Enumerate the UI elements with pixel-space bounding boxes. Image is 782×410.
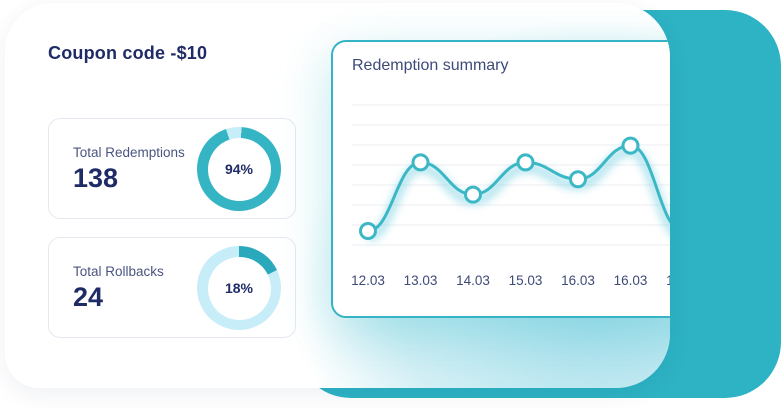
x-axis-label: 16.03 — [561, 273, 595, 288]
redemption-line-chart: 12.03 13.03 14.03 15.03 16.03 16.03 16.03 — [351, 104, 670, 288]
x-axis-labels: 12.03 13.03 14.03 15.03 16.03 16.03 16.03 — [351, 273, 670, 288]
x-axis-label: 15.03 — [509, 273, 543, 288]
redemptions-donut-chart: 94% — [197, 127, 281, 211]
stat-label: Total Redemptions — [73, 145, 185, 160]
donut-hole: 18% — [207, 256, 271, 320]
data-point-marker — [359, 222, 377, 240]
rollbacks-donut-chart: 18% — [197, 246, 281, 330]
stat-value: 138 — [73, 163, 119, 193]
x-axis-label: 16.03 — [666, 273, 670, 288]
x-axis-label: 14.03 — [456, 273, 490, 288]
total-rollbacks-card: Total Rollbacks 24 18% — [48, 237, 296, 338]
x-axis-label: 12.03 — [351, 273, 385, 288]
data-point-marker — [621, 136, 640, 155]
chart-markers — [359, 136, 640, 240]
stat-label: Total Rollbacks — [73, 264, 164, 279]
x-axis-label: 13.03 — [404, 273, 438, 288]
total-redemptions-card: Total Redemptions 138 94% — [48, 118, 296, 219]
page-title: Coupon code -$10 — [48, 43, 208, 63]
donut-percent-label: 18% — [224, 280, 254, 296]
donut-hole: 94% — [207, 137, 271, 201]
donut-percent-label: 94% — [224, 161, 254, 177]
main-panel: Coupon code -$10 Total Redemptions 138 9… — [5, 3, 670, 388]
data-point-marker — [516, 153, 535, 172]
stat-value: 24 — [73, 282, 104, 312]
redemption-summary-card: 12.03 13.03 14.03 15.03 16.03 16.03 16.03 Rede… — [331, 40, 670, 318]
data-point-marker — [569, 170, 587, 189]
chart-title: Redemption summary — [352, 57, 509, 74]
data-point-marker — [464, 185, 482, 204]
data-point-marker — [411, 153, 430, 172]
x-axis-label: 16.03 — [614, 273, 648, 288]
